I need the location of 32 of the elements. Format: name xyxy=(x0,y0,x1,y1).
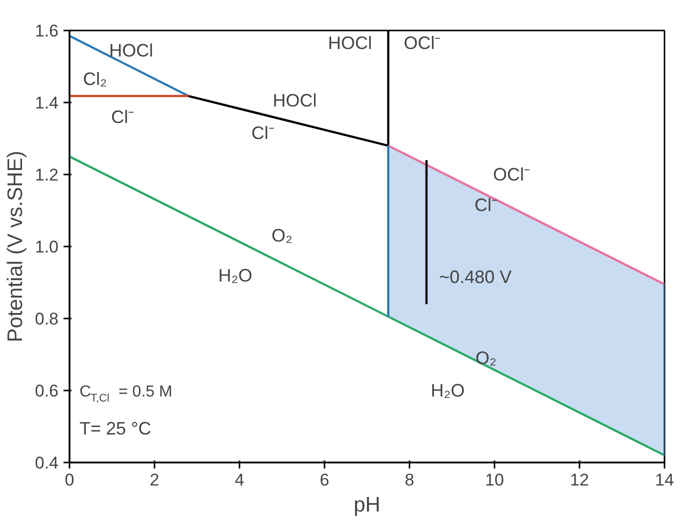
x-tick-label: 0 xyxy=(64,470,74,490)
annotation: HOCl xyxy=(109,40,154,60)
x-tick-label: 10 xyxy=(485,470,504,490)
y-tick-label: 0.6 xyxy=(34,382,59,400)
y-tick-label: 0.8 xyxy=(34,310,59,328)
annotation: H₂O xyxy=(218,265,252,286)
annotation: HOCl xyxy=(328,33,372,54)
y-tick-label: 1.6 xyxy=(34,22,59,40)
y-tick-label: 1.0 xyxy=(34,238,59,256)
annotation: H₂O xyxy=(430,380,465,400)
annotation: Cl⁻ xyxy=(474,195,498,216)
x-tick-label: 2 xyxy=(150,470,160,490)
annotation: O₂ xyxy=(476,348,497,368)
x-tick-label: 4 xyxy=(234,470,244,490)
x-tick-label: 14 xyxy=(655,470,674,490)
annotation: ~0.480 V xyxy=(439,267,512,288)
annotation: OCl⁻ xyxy=(493,164,530,184)
annotation: T= 25 °C xyxy=(80,418,152,438)
x-tick-label: 12 xyxy=(570,470,589,490)
x-axis-title: pH xyxy=(354,494,380,516)
annotation: O₂ xyxy=(272,226,293,246)
annotation: Cl⁻ xyxy=(251,123,274,144)
annotation: HOCl xyxy=(272,90,317,111)
y-tick-label: 0.4 xyxy=(34,454,59,472)
annotation: OCl⁻ xyxy=(404,33,441,54)
x-tick-label: 6 xyxy=(320,470,330,490)
y-tick-label: 1.2 xyxy=(34,166,59,184)
annotation: Cl⁻ xyxy=(111,106,134,127)
y-axis-title: Potential (V vs.SHE) xyxy=(4,150,27,342)
x-tick-label: 8 xyxy=(404,470,414,490)
y-tick-label: 1.4 xyxy=(34,94,59,112)
annotation: Cl₂ xyxy=(83,69,108,90)
